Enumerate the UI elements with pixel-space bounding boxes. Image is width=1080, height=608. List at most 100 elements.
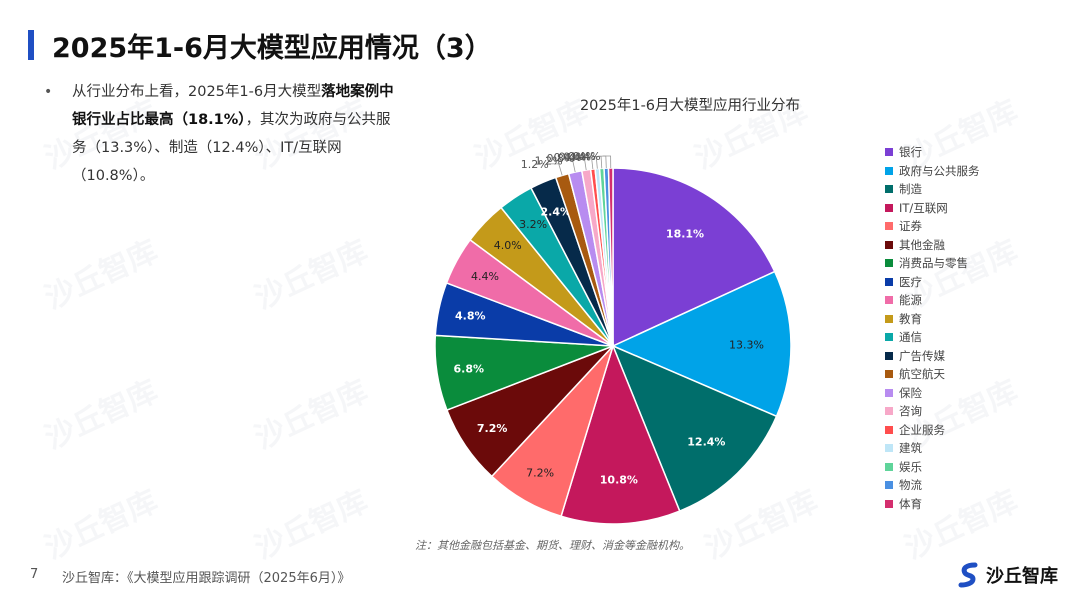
legend-label: 政府与公共服务 — [899, 163, 980, 178]
slice-label: 1.2% — [535, 154, 563, 167]
slice-label: 3.2% — [519, 218, 547, 231]
leader-line — [602, 155, 612, 169]
legend-swatch — [885, 481, 893, 490]
legend-swatch — [885, 351, 893, 360]
summary-part2: ，其次为政府与公共服务（13.3%）、制造（12.4%）、IT/互联网（10.8… — [72, 112, 391, 184]
slice-label: 0.4% — [558, 151, 586, 164]
slice-label: 0.4% — [573, 150, 601, 163]
legend-item: 娱乐 — [885, 458, 980, 477]
legend-swatch — [885, 185, 893, 194]
legend-label: 其他金融 — [899, 237, 945, 252]
legend-item: 企业服务 — [885, 421, 980, 440]
legend-label: 建筑 — [899, 441, 922, 456]
page-number: 7 — [30, 567, 39, 582]
page-title: 2025年1-6月大模型应用情况（3） — [52, 33, 492, 64]
bullet-icon: • — [44, 84, 53, 100]
legend-item: 制造 — [885, 180, 980, 199]
legend-swatch — [885, 388, 893, 397]
summary-bold: 落地案例中银行业占比最高（18.1%） — [72, 84, 394, 128]
chart-title: 2025年1-6月大模型应用行业分布 — [579, 98, 801, 114]
slice-label: 0.4% — [568, 150, 596, 163]
legend-label: 证券 — [899, 219, 922, 234]
legend-item: 航空航天 — [885, 365, 980, 384]
legend-item: 广告传媒 — [885, 347, 980, 366]
legend-item: 物流 — [885, 476, 980, 495]
legend-swatch — [885, 259, 893, 268]
slice-label: 0.8% — [546, 152, 574, 165]
legend-swatch — [885, 499, 893, 508]
legend-label: 广告传媒 — [899, 348, 945, 363]
leader-line — [550, 163, 563, 176]
legend-label: 能源 — [899, 293, 922, 308]
legend-label: 企业服务 — [899, 422, 945, 437]
slice-label: 6.8% — [454, 362, 485, 375]
legend-swatch — [885, 148, 893, 157]
legend-label: 通信 — [899, 330, 922, 345]
legend-label: 物流 — [899, 478, 922, 493]
logo-icon — [958, 562, 978, 588]
slice-label: 10.8% — [600, 473, 638, 486]
legend-label: 咨询 — [899, 404, 922, 419]
legend-swatch — [885, 277, 893, 286]
legend-item: 建筑 — [885, 439, 980, 458]
legend-label: 体育 — [899, 496, 922, 511]
pie-slice — [611, 270, 792, 418]
brand-logo: 沙丘智库 — [958, 562, 1058, 588]
legend-label: 教育 — [899, 311, 922, 326]
legend-item: 能源 — [885, 291, 980, 310]
legend-swatch — [885, 166, 893, 175]
legend-swatch — [885, 407, 893, 416]
legend-label: 保险 — [899, 385, 922, 400]
slice-label: 0.4% — [563, 150, 591, 163]
leader-line — [583, 156, 594, 170]
slice-label: 7.2% — [477, 422, 508, 435]
pie-slice — [612, 167, 776, 348]
slice-label: 1.2% — [521, 158, 549, 171]
summary-part1: 从行业分布上看，2025年1-6月大模型 — [72, 84, 322, 100]
legend-swatch — [885, 333, 893, 342]
leader-line — [564, 159, 576, 173]
legend-swatch — [885, 296, 893, 305]
legend-label: 医疗 — [899, 274, 922, 289]
legend-swatch — [885, 370, 893, 379]
legend-swatch — [885, 222, 893, 231]
legend-item: 通信 — [885, 328, 980, 347]
legend-item: 消费品与零售 — [885, 254, 980, 273]
legend-label: 银行 — [899, 145, 922, 160]
summary-text: 从行业分布上看，2025年1-6月大模型落地案例中银行业占比最高（18.1%），… — [72, 78, 402, 190]
legend-label: 航空航天 — [899, 367, 945, 382]
pie-slice — [611, 344, 778, 513]
legend-item: IT/互联网 — [885, 199, 980, 218]
slice-label: 18.1% — [666, 228, 704, 241]
slice-label: 13.3% — [729, 338, 764, 351]
legend-swatch — [885, 425, 893, 434]
slice-label: 12.4% — [687, 435, 725, 448]
source-citation: 沙丘智库：《大模型应用跟踪调研（2025年6月）》 — [62, 571, 351, 586]
legend-label: IT/互联网 — [899, 200, 948, 215]
legend-item: 咨询 — [885, 402, 980, 421]
legend-label: 制造 — [899, 182, 922, 197]
legend-swatch — [885, 462, 893, 471]
pie-slice — [560, 343, 681, 525]
logo-text: 沙丘智库 — [986, 566, 1058, 587]
slice-label: 4.4% — [471, 270, 499, 283]
chart-legend: 银行政府与公共服务 制造 IT/互联网 证券其他金融消费品与零售 医疗能源教育通信广告传… — [885, 143, 980, 513]
slice-label: 7.2% — [526, 466, 554, 479]
legend-item: 医疗 — [885, 273, 980, 292]
slice-label: 0.4% — [554, 151, 582, 164]
legend-item: 银行 — [885, 143, 980, 162]
legend-swatch — [885, 240, 893, 249]
leader-line — [576, 157, 587, 171]
legend-item: 其他金融 — [885, 236, 980, 255]
legend-label: 娱乐 — [899, 459, 922, 474]
legend-label: 消费品与零售 — [899, 256, 968, 271]
legend-item: 证券 — [885, 217, 980, 236]
legend-swatch — [885, 203, 893, 212]
slice-label: 2.4% — [541, 206, 572, 219]
chart-note: 注：其他金融包括基金、期货、理财、消金等金融机构。 — [415, 539, 690, 552]
legend-item: 教育 — [885, 310, 980, 329]
title-accent-bar — [28, 30, 34, 60]
slice-label: 4.0% — [494, 239, 522, 252]
legend-swatch — [885, 314, 893, 323]
